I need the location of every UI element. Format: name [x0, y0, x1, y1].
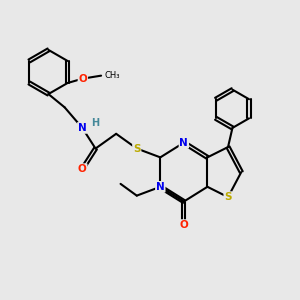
Text: O: O: [179, 220, 188, 230]
Text: O: O: [78, 164, 87, 174]
Text: N: N: [156, 182, 165, 192]
Text: H: H: [92, 118, 100, 128]
Text: S: S: [133, 143, 140, 154]
Text: N: N: [179, 138, 188, 148]
Text: O: O: [79, 74, 87, 84]
Text: S: S: [224, 192, 232, 202]
Text: N: N: [78, 123, 87, 133]
Text: CH₃: CH₃: [105, 71, 120, 80]
